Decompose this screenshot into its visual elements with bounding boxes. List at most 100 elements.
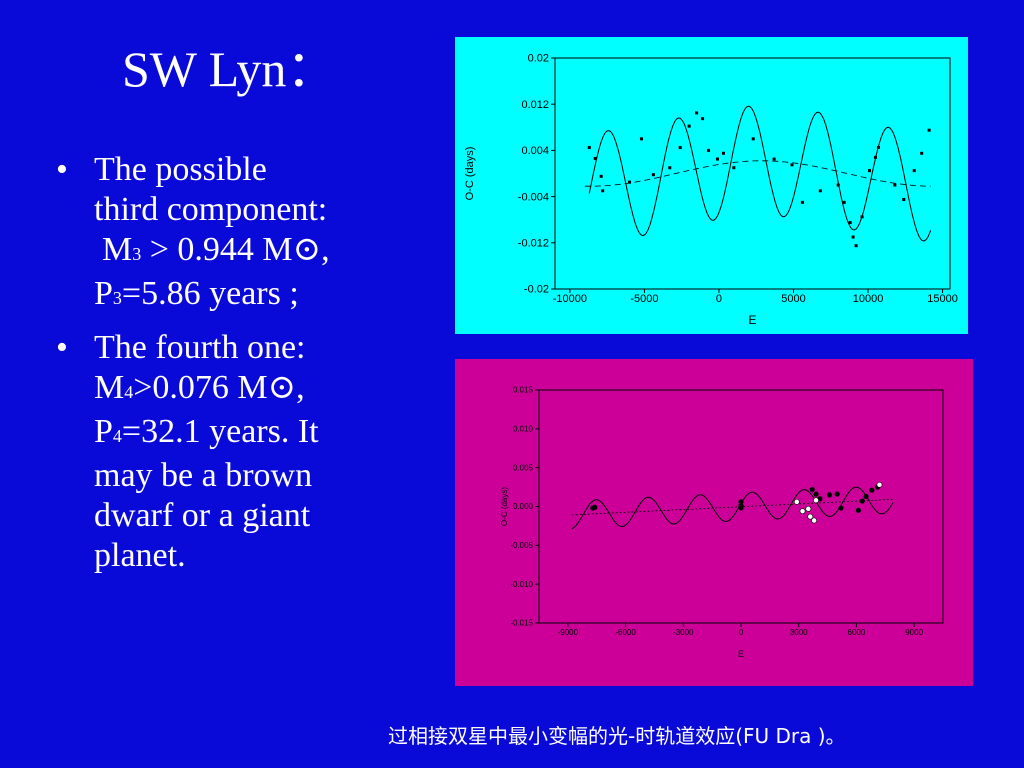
bullet1-period: P3=5.86 years ;: [94, 274, 426, 318]
data-point: [818, 189, 822, 193]
data-point: [639, 137, 643, 141]
data-point: [860, 215, 864, 219]
data-point: [668, 166, 672, 170]
x-tick-label: 3000: [790, 628, 808, 637]
sun-symbol-icon: ⊙: [267, 369, 297, 406]
data-point-open: [813, 497, 819, 504]
bullet2-line1: The fourth one:: [94, 329, 306, 366]
data-point-filled: [738, 505, 744, 511]
fit-curve-dotted: [571, 499, 893, 516]
plot-frame: [554, 57, 951, 290]
y-tick-label: 0.010: [513, 425, 534, 434]
mass3-comma: ,: [321, 231, 330, 268]
mass4-subscript: 4: [124, 382, 134, 402]
oc-chart-sw-lyn: -10000 -5000 0 5000 10000 15000 0.02 0.012 0.004…: [464, 53, 958, 327]
data-point: [842, 200, 846, 204]
data-point: [678, 146, 682, 150]
x-tick-label: -3000: [673, 628, 694, 637]
x-tick-label: -10000: [553, 293, 587, 305]
mass4-value: >0.076 M: [133, 369, 268, 406]
y-tick-label: 0.005: [513, 463, 534, 472]
bullet1-line1: The possible: [94, 151, 267, 188]
bullet1-mass: M3 > 0.944 M⊙,: [94, 230, 426, 274]
bullet2-line5: dwarf or a giant: [94, 497, 311, 534]
x-axis-label: E: [738, 649, 744, 659]
data-point: [848, 221, 852, 225]
x-tick-label: 9000: [905, 628, 923, 637]
data-point: [751, 137, 755, 141]
data-point: [587, 146, 591, 150]
y-tick-label: -0.015: [510, 619, 533, 628]
mass4-symbol: M: [94, 369, 125, 406]
data-point-filled: [863, 493, 869, 500]
data-point: [920, 151, 924, 155]
period4-value: =32.1 years. It: [121, 413, 319, 450]
x-tick-label: -6000: [615, 628, 636, 637]
data-point-filled: [813, 491, 819, 497]
data-point-open: [876, 481, 883, 488]
data-point: [772, 157, 776, 161]
bullet-list: • The possible third component: M3 > 0.9…: [56, 150, 426, 586]
x-tick-label: 0: [739, 628, 744, 637]
data-point: [927, 128, 931, 132]
bullet-dot-icon: •: [56, 329, 68, 366]
x-tick-label: 0: [716, 293, 722, 305]
data-point: [873, 155, 877, 159]
x-tick-label: -9000: [558, 628, 579, 637]
x-tick-label: 10000: [853, 293, 884, 305]
y-tick-label: 0.02: [528, 53, 549, 65]
data-point-filled: [855, 507, 861, 513]
y-axis-label: O-C (days): [464, 147, 476, 201]
mass3-subscript: 3: [132, 244, 142, 264]
data-point-filled: [826, 492, 833, 498]
fit-curve-dashed: [584, 160, 931, 187]
x-tick-label: 5000: [781, 293, 805, 305]
y-tick-label: -0.005: [510, 541, 533, 550]
period3-value: =5.86 years ;: [121, 275, 299, 312]
period4-symbol: P: [94, 413, 113, 450]
data-point: [851, 235, 855, 239]
period3-symbol: P: [94, 275, 113, 312]
fit-curve-solid: [588, 105, 932, 242]
x-tick-label: 6000: [848, 628, 866, 637]
data-point: [715, 157, 719, 161]
data-point-open: [799, 508, 806, 515]
bullet1-line2: third component:: [94, 191, 328, 228]
period4-subscript: 4: [112, 426, 122, 446]
oc-diagram-panel-fu-dra: -9000 -6000 -3000 0 3000 6000 9000 0.015 0.010 0.…: [455, 359, 973, 686]
data-point: [695, 111, 699, 115]
y-tick-label: 0.004: [521, 145, 549, 157]
y-tick-label: -0.004: [518, 191, 549, 203]
x-axis-label: E: [748, 313, 756, 327]
data-point: [599, 174, 603, 178]
data-point-filled: [869, 487, 875, 493]
data-point-open: [811, 517, 818, 524]
y-tick-label: 0.015: [513, 386, 534, 395]
data-point-filled: [859, 498, 865, 504]
data-point: [593, 156, 597, 160]
data-point: [902, 197, 906, 201]
data-point-open: [793, 498, 800, 505]
data-point: [651, 173, 655, 177]
bullet2-line4: may be a brown: [94, 457, 313, 494]
y-tick-label: -0.02: [524, 284, 549, 296]
data-point: [836, 183, 840, 187]
data-point: [868, 169, 872, 173]
data-point-open: [807, 513, 814, 520]
y-tick-label: 0.012: [521, 99, 549, 111]
period3-subscript: 3: [112, 288, 122, 308]
bullet2-period: P4=32.1 years. It: [94, 412, 426, 456]
data-point: [732, 166, 736, 170]
data-point: [912, 169, 916, 173]
mass4-comma: ,: [296, 369, 305, 406]
data-point-open: [805, 505, 812, 512]
mass3-symbol: M: [102, 231, 133, 268]
data-point: [876, 146, 880, 150]
data-point: [790, 163, 794, 167]
bullet2-line6: planet.: [94, 537, 186, 574]
bullet-fourth-component: • The fourth one: M4>0.076 M⊙, P4=32.1 y…: [56, 328, 426, 576]
oc-diagram-panel-sw-lyn: -10000 -5000 0 5000 10000 15000 0.02 0.012 0.004…: [455, 37, 968, 334]
data-point: [721, 151, 725, 155]
data-point: [800, 200, 804, 204]
data-point: [601, 189, 605, 193]
